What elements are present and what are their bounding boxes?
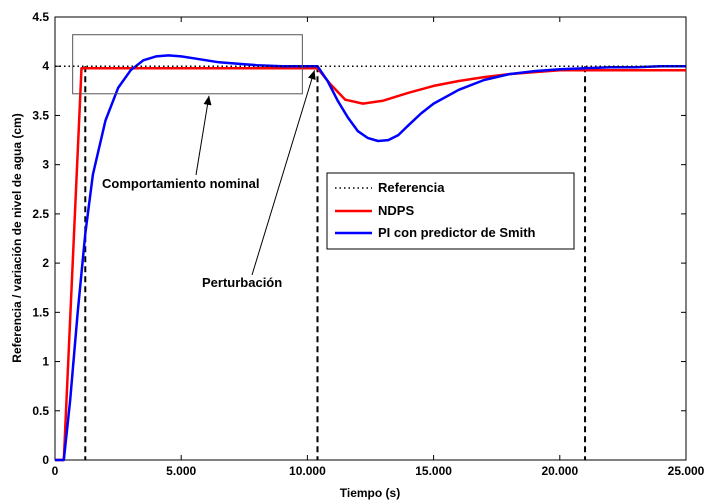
legend-label-pi-smith: PI con predictor de Smith xyxy=(378,225,536,240)
legend-label-referencia: Referencia xyxy=(378,180,445,195)
x-tick-label: 0 xyxy=(52,464,59,478)
annotation-disturbance: Perturbación xyxy=(202,275,282,290)
y-tick-label: 2.5 xyxy=(32,207,49,221)
y-tick-label: 3 xyxy=(42,158,49,172)
x-tick-label: 10.000 xyxy=(289,464,326,478)
disturbance-arrow xyxy=(251,70,315,276)
x-tick-label: 5.000 xyxy=(166,464,196,478)
annotation-nominal: Comportamiento nominal xyxy=(102,176,259,191)
legend-label-ndps: NDPS xyxy=(378,203,414,218)
y-axis-title: Referencia / variación de nivel de agua … xyxy=(10,113,24,362)
series-layer xyxy=(55,54,686,462)
legend: Referencia NDPS PI con predictor de Smit… xyxy=(326,172,575,250)
nominal-arrow xyxy=(195,95,210,176)
y-tick-label: 1.5 xyxy=(32,305,49,319)
vertical-dashed-lines xyxy=(84,66,587,460)
y-tick-label: 4.5 xyxy=(32,10,49,24)
y-tick-label: 1 xyxy=(42,355,49,369)
x-tick-label: 15.000 xyxy=(415,464,452,478)
disturbance-arrow-head xyxy=(308,70,316,80)
nominal-arrow-head xyxy=(203,95,212,106)
series-line-ndps xyxy=(55,66,686,462)
y-tick-label: 2 xyxy=(42,256,49,270)
plot-area: 0 5.000 10.000 15.000 20.000 25.000 0 0.5 1 1.5 2 2… xyxy=(32,10,704,478)
axis-ticks: 0 5.000 10.000 15.000 20.000 25.000 0 0.5 1 1.5 2 2… xyxy=(32,10,704,478)
nominal-behavior-box xyxy=(72,34,303,95)
x-tick-label: 20.000 xyxy=(541,464,578,478)
x-axis-title: Tiempo (s) xyxy=(340,486,400,500)
y-tick-label: 0.5 xyxy=(32,404,49,418)
y-tick-label: 3.5 xyxy=(32,108,49,122)
y-tick-label: 0 xyxy=(42,453,49,467)
y-tick-label: 4 xyxy=(42,59,49,73)
annotation-layer: Comportamiento nominal Perturbación xyxy=(72,34,316,290)
x-tick-label: 25.000 xyxy=(668,464,705,478)
